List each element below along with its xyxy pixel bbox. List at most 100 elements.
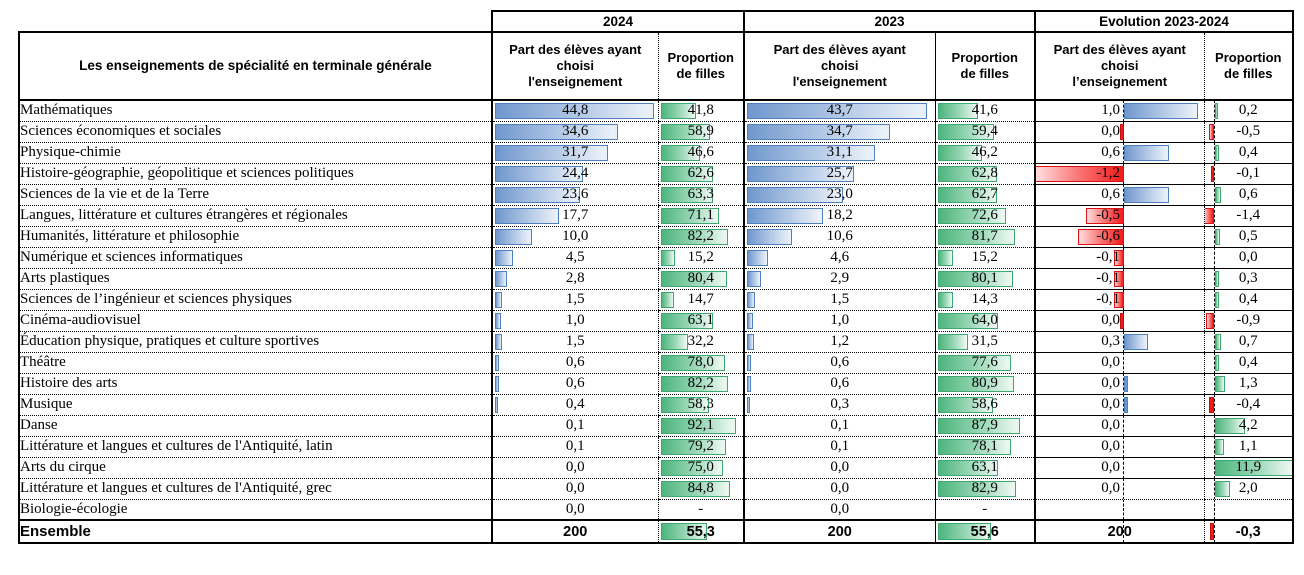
table-row: Arts du cirque 0,0 75,0 0,0 63,1 0,0 11,9	[18, 457, 1294, 479]
data-bar-blue	[495, 270, 507, 287]
cell-value: 84,8	[687, 480, 714, 496]
cell-value: 0,4	[565, 396, 585, 412]
cell-value: 32,2	[687, 333, 714, 349]
row-label: Langues, littérature et cultures étrangè…	[18, 205, 492, 227]
cell-value: 71,1	[687, 207, 714, 223]
cell-value: 0,0	[1101, 123, 1120, 139]
data-bar-blue	[747, 123, 891, 140]
corner-blank	[19, 11, 492, 32]
cell-value: 31,5	[971, 333, 998, 349]
cell-proportion: 80,1	[934, 268, 1035, 290]
cell-value: 62,8	[971, 165, 998, 181]
cell-part: 0,0	[743, 457, 935, 479]
cell-value: 63,1	[971, 459, 998, 475]
data-bar-green	[660, 354, 725, 371]
data-bar-green	[937, 291, 953, 308]
data-bar-green	[937, 354, 1011, 371]
cell-proportion-evolution: -0,1	[1203, 163, 1294, 185]
table-row: Cinéma-audiovisuel 1,0 63,1 1,0 64,0 0,0 -0,9	[18, 310, 1294, 332]
cell-value: 10,6	[826, 228, 853, 244]
zero-axis-line	[1123, 121, 1124, 141]
cell-proportion: 72,6	[934, 205, 1035, 227]
header-filles-2024: Proportion de filles	[657, 32, 744, 101]
cell-part: 0,6	[743, 352, 935, 374]
cell-value: -0,6	[1096, 228, 1120, 244]
cell-proportion-evolution: -0,9	[1203, 310, 1294, 332]
cell-value: -0,1	[1096, 249, 1120, 265]
table-row: Sciences de l’ingénieur et sciences phys…	[18, 289, 1294, 311]
data-bar-green	[1214, 459, 1291, 476]
row-label: Musique	[18, 394, 492, 416]
data-bar-blue	[747, 228, 793, 245]
cell-proportion: 59,4	[934, 121, 1035, 143]
cell-proportion: 46,2	[934, 142, 1035, 164]
zero-axis-line	[1213, 457, 1215, 477]
data-bar-green	[937, 480, 1016, 497]
data-bar-green	[1214, 375, 1226, 392]
cell-value: -0,5	[1096, 207, 1120, 223]
cell-part: 31,1	[743, 142, 935, 164]
data-bar-blue	[747, 103, 927, 119]
cell-value: 0,0	[830, 459, 850, 475]
cell-part-evolution: -0,6	[1034, 226, 1204, 248]
data-bar-blue	[495, 186, 580, 203]
data-bar-green	[937, 396, 994, 413]
cell-proportion: 41,6	[934, 100, 1035, 122]
group-2024: 2024	[491, 10, 744, 33]
data-bar-blue	[1124, 333, 1148, 350]
cell-part-evolution: 0,3	[1034, 331, 1204, 353]
cell-value: 0,0	[830, 480, 850, 496]
data-bar-green	[937, 459, 998, 476]
data-bar-green	[660, 375, 729, 392]
cell-proportion: 64,0	[934, 310, 1035, 332]
cell-value: 0,0	[1101, 375, 1120, 391]
cell-value: -0,4	[1236, 396, 1261, 412]
cell-value: 0,0	[1101, 396, 1120, 412]
data-bar-red	[1208, 123, 1214, 140]
cell-part: 4,6	[743, 247, 935, 269]
zero-axis-line	[1213, 268, 1215, 288]
data-bar-green	[937, 207, 1007, 224]
data-bar-blue	[747, 207, 823, 224]
zero-axis-line	[1213, 436, 1215, 456]
cell-value: 43,7	[826, 102, 853, 119]
cell-part: 23,0	[743, 184, 935, 206]
cell-value: 200	[827, 523, 852, 540]
cell-value: 1,0	[1101, 102, 1120, 119]
cell-value: 0,2	[1238, 102, 1258, 119]
data-bar-red	[1085, 207, 1124, 224]
data-bar-red	[1114, 270, 1124, 287]
cell-part: 0,0	[491, 478, 658, 500]
cell-value: 0,0	[565, 500, 585, 517]
data-bar-red	[1078, 228, 1124, 245]
cell-value: -0,5	[1236, 123, 1261, 139]
cell-proportion-evolution: 0,5	[1203, 226, 1294, 248]
cell-part: 17,7	[491, 205, 658, 227]
cell-proportion: 62,6	[657, 163, 744, 185]
cell-value: 1,5	[565, 291, 585, 307]
cell-proportion-evolution: -0,4	[1203, 394, 1294, 416]
zero-axis-line	[1123, 373, 1124, 393]
cell-proportion-evolution: -0,5	[1203, 121, 1294, 143]
cell-value: 1,5	[565, 333, 585, 349]
cell-proportion: 82,2	[657, 226, 744, 248]
cell-proportion-evolution: -0,3	[1203, 519, 1294, 544]
data-bar-green	[660, 186, 714, 203]
row-label: Éducation physique, pratiques et culture…	[18, 331, 492, 353]
data-bar-green	[660, 312, 713, 329]
cell-proportion: 14,3	[934, 289, 1035, 311]
cell-value: 58,9	[687, 123, 714, 139]
cell-value: 80,9	[971, 375, 998, 391]
cell-value: 15,2	[687, 249, 714, 265]
cell-part: 0,1	[491, 415, 658, 437]
zero-axis-line	[1123, 331, 1124, 351]
data-bar-green	[937, 186, 998, 203]
data-bar-green	[660, 417, 737, 434]
data-bar-blue	[747, 333, 754, 350]
data-bar-green	[1214, 480, 1230, 497]
zero-axis-line	[1213, 205, 1215, 225]
cell-value: 31,7	[562, 144, 589, 160]
table-row: Danse 0,1 92,1 0,1 87,9 0,0 4,2	[18, 415, 1294, 437]
cell-value: 2,9	[830, 270, 850, 286]
cell-proportion: 87,9	[934, 415, 1035, 437]
